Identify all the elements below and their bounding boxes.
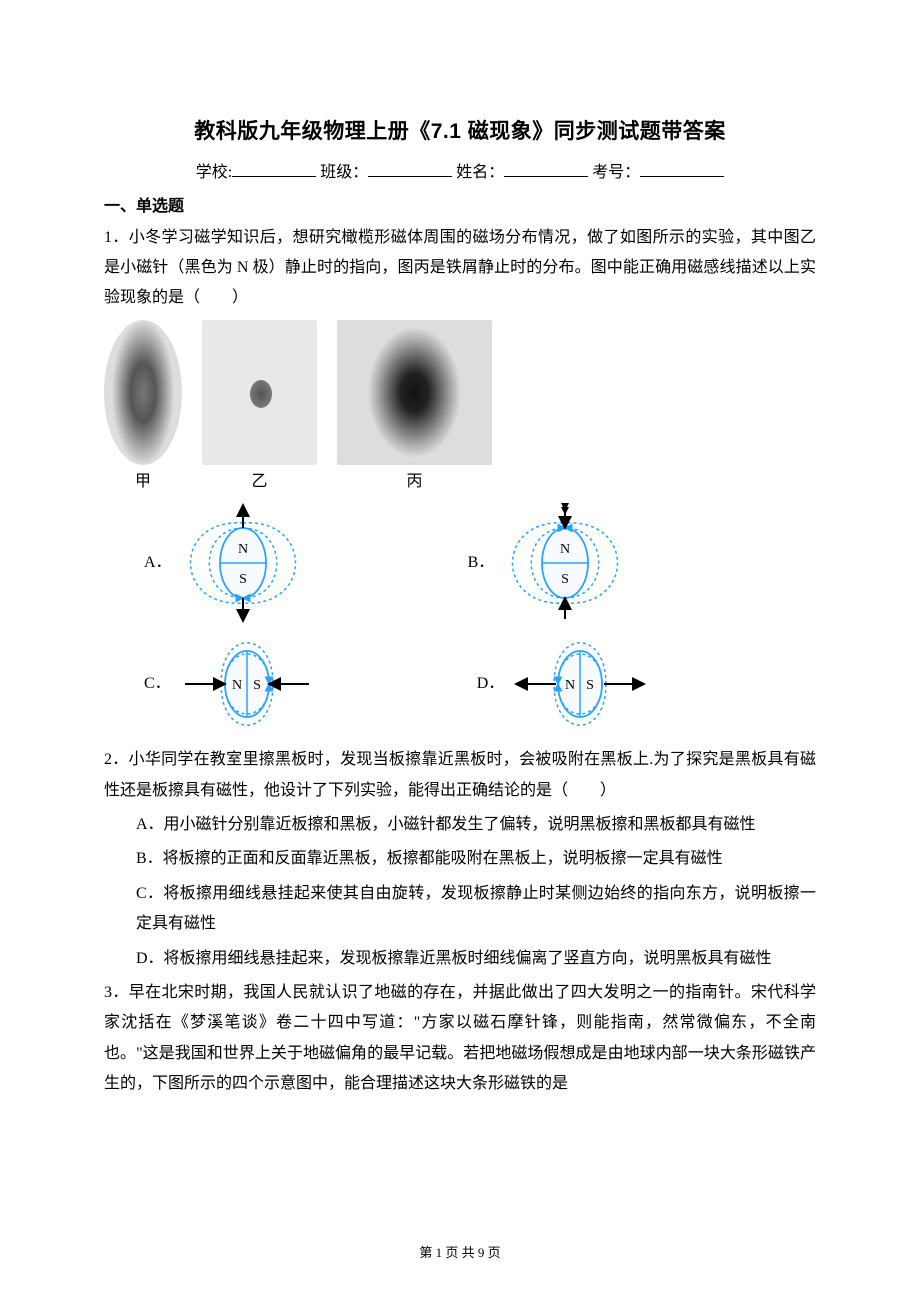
q2-optB: B．将板擦的正面和反面靠近黑板，板擦都能吸附在黑板上，说明板擦一定具有磁性: [136, 844, 816, 874]
fig-jia: 甲: [104, 320, 182, 497]
q1-optC-label: C．: [144, 669, 171, 699]
footer-suffix: 页: [484, 1245, 500, 1260]
q2-body: 小华同学在教室里擦黑板时，发现当板擦靠近黑板时，会被吸附在黑板上.为了探究是黑板…: [104, 751, 816, 798]
q2-text: 2．小华同学在教室里擦黑板时，发现当板擦靠近黑板时，会被吸附在黑板上.为了探究是…: [104, 745, 816, 806]
fig-jia-cap: 甲: [135, 467, 151, 497]
name-label: 姓名：: [456, 164, 504, 181]
fig-jia-img: [104, 320, 182, 465]
q1-optA: A． N S: [144, 503, 308, 623]
school-blank: [232, 160, 316, 177]
fig-yi-img: [202, 320, 317, 465]
class-label: 班级：: [320, 164, 368, 181]
q1-optD: D． N S: [477, 629, 651, 739]
school-label: 学校:: [196, 164, 232, 181]
examno-label: 考号：: [592, 164, 640, 181]
q1-opts-row2: C． N S D． N S: [144, 629, 816, 739]
diag-C-S: S: [253, 678, 261, 693]
diag-B-N: N: [560, 542, 570, 557]
q3-num: 3．: [104, 984, 129, 1001]
section-1-heading: 一、单选题: [104, 192, 816, 222]
diag-D-S: S: [586, 678, 594, 693]
q2-optA: A．用小磁针分别靠近板擦和黑板，小磁针都发生了偏转，说明黑板擦和黑板都具有磁性: [136, 810, 816, 840]
diagram-D: N S: [510, 629, 650, 739]
diag-D-N: N: [565, 678, 575, 693]
q1-body: 小冬学习磁学知识后，想研究橄榄形磁体周围的磁场分布情况，做了如图所示的实验，其中…: [104, 229, 816, 307]
diagram-C: N S: [177, 629, 317, 739]
fig-bing-img: [337, 320, 492, 465]
fig-yi-cap: 乙: [251, 467, 267, 497]
q1-num: 1．: [104, 229, 129, 246]
q1-opts-row1: A． N S B．: [144, 503, 816, 623]
q2-num: 2．: [104, 751, 129, 768]
q1-optA-label: A．: [144, 548, 172, 578]
diagram-B: N S: [500, 503, 630, 623]
footer-prefix: 第: [419, 1245, 435, 1260]
page-title: 教科版九年级物理上册《7.1 磁现象》同步测试题带答案: [104, 112, 816, 152]
q1-figure-row: 甲 乙 丙: [104, 320, 816, 497]
q3-body: 早在北宋时期，我国人民就认识了地磁的存在，并据此做出了四大发明之一的指南针。宋代…: [104, 984, 816, 1092]
diagram-A: N S: [178, 503, 308, 623]
q1-optB-label: B．: [468, 548, 495, 578]
q1-optD-label: D．: [477, 669, 505, 699]
q2-optD: D．将板擦用细线悬挂起来，发现板擦靠近黑板时细线偏离了竖直方向，说明黑板具有磁性: [136, 944, 816, 974]
q1-text: 1．小冬学习磁学知识后，想研究橄榄形磁体周围的磁场分布情况，做了如图所示的实验，…: [104, 223, 816, 314]
diag-A-S: S: [239, 572, 247, 587]
name-blank: [504, 160, 588, 177]
q1-optB: B． N S: [468, 503, 631, 623]
footer-mid: 页 共: [442, 1245, 478, 1260]
diag-C-N: N: [232, 678, 242, 693]
q2-optC: C．将板擦用细线悬挂起来使其自由旋转，发现板擦静止时某侧边始终的指向东方，说明板…: [136, 879, 816, 940]
class-blank: [368, 160, 452, 177]
q3-text: 3．早在北宋时期，我国人民就认识了地磁的存在，并据此做出了四大发明之一的指南针。…: [104, 978, 816, 1100]
fig-bing: 丙: [337, 320, 492, 497]
q1-optC: C． N S: [144, 629, 317, 739]
fig-yi: 乙: [202, 320, 317, 497]
header-line: 学校: 班级： 姓名： 考号：: [104, 158, 816, 188]
diag-B-S: S: [561, 572, 569, 587]
diag-A-N: N: [238, 542, 248, 557]
examno-blank: [640, 160, 724, 177]
page-footer: 第 1 页 共 9 页: [0, 1241, 920, 1266]
fig-bing-cap: 丙: [406, 467, 422, 497]
